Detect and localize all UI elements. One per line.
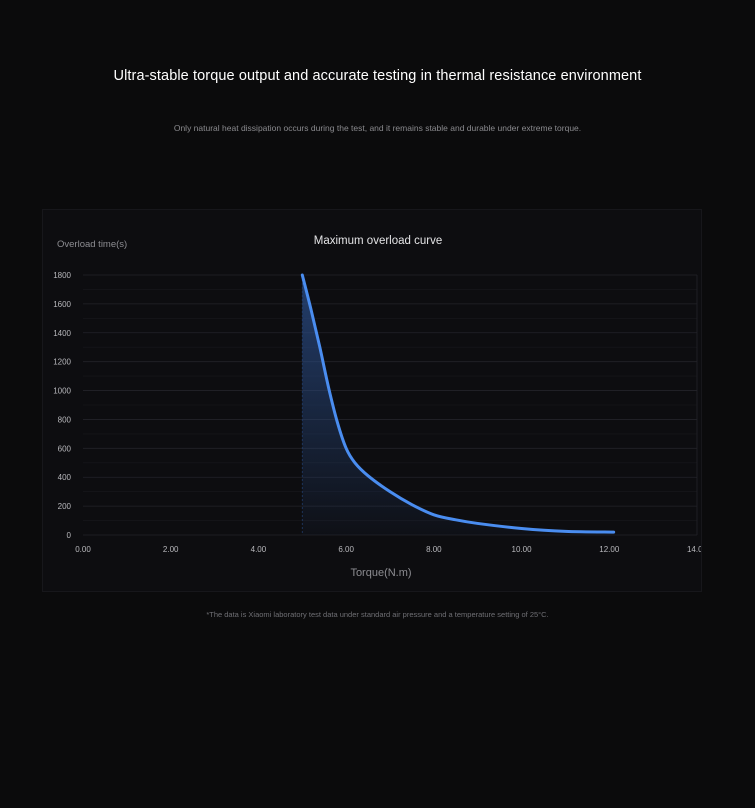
overload-curve-line <box>300 273 616 534</box>
y-tick-label: 200 <box>58 502 72 511</box>
y-tick-label: 1000 <box>53 387 71 396</box>
headline: Ultra-stable torque output and accurate … <box>113 68 642 84</box>
y-tick-label: 0 <box>67 531 72 540</box>
x-tick-label: 6.00 <box>338 545 354 554</box>
overload-chart: Overload time(s) Maximum overload curve … <box>53 235 707 579</box>
x-tick-label: 10.00 <box>512 545 533 554</box>
grid-lines <box>83 274 698 536</box>
y-tick-label: 600 <box>58 444 72 453</box>
x-tick-label: 14.00 <box>687 545 701 554</box>
y-tick-label: 1200 <box>53 358 71 367</box>
chart-panel: Overload time(s) Maximum overload curve … <box>42 209 708 592</box>
x-tick-label: 2.00 <box>163 545 179 554</box>
y-tick-labels: 0 200 400 600 800 1000 1200 1400 1600 1800 <box>53 271 71 540</box>
x-tick-labels: 0.00 2.00 4.00 6.00 8.00 10.00 12.00 14.00 <box>75 545 707 554</box>
x-tick-label: 8.00 <box>426 545 442 554</box>
y-tick-label: 1600 <box>53 300 71 309</box>
y-tick-label: 800 <box>58 415 72 424</box>
y-tick-label: 1400 <box>53 329 71 338</box>
x-tick-label: 0.00 <box>75 545 91 554</box>
subline: Only natural heat dissipation occurs dur… <box>173 123 582 133</box>
chart-title: Maximum overload curve <box>314 235 442 247</box>
x-tick-label: 4.00 <box>251 545 267 554</box>
y-axis-label: Overload time(s) <box>57 239 127 250</box>
area-fill <box>302 275 614 535</box>
y-tick-label: 1800 <box>53 271 71 280</box>
x-axis-label: Torque(N.m) <box>350 567 411 579</box>
area-layer <box>300 273 616 535</box>
y-tick-label: 400 <box>58 473 72 482</box>
footnote: *The data is Xiaomi laboratory test data… <box>206 610 549 619</box>
x-tick-label: 12.00 <box>599 545 620 554</box>
